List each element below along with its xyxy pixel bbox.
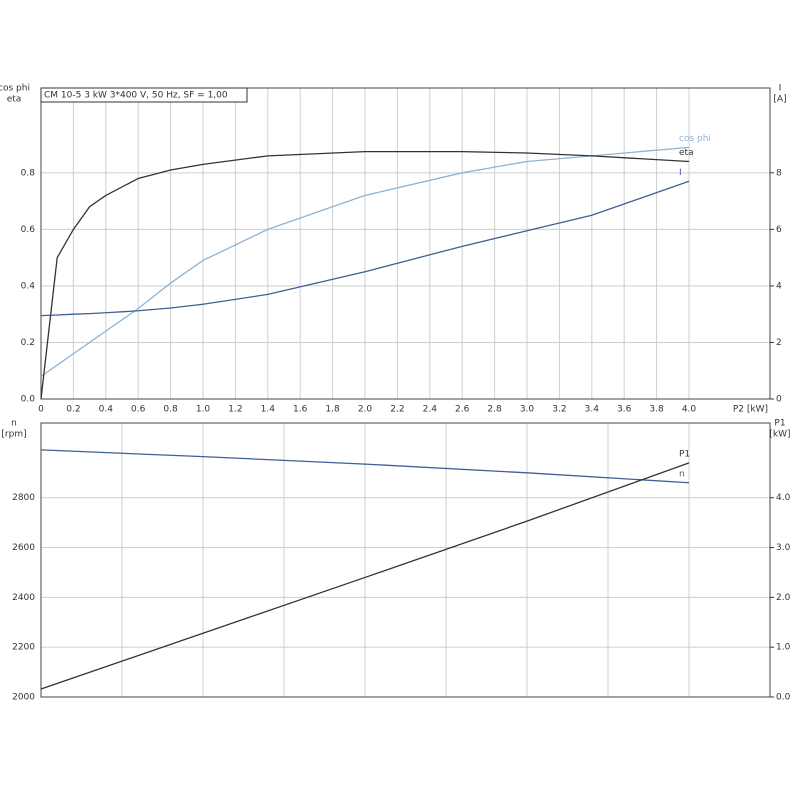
- y-tick-label: 0.8: [21, 168, 36, 178]
- chart-title: CM 10-5 3 kW 3*400 V, 50 Hz, SF = 1,00: [44, 91, 228, 101]
- series-label: P1: [679, 449, 690, 459]
- x-tick-label: 0: [38, 405, 44, 415]
- y2-tick-label: 4: [776, 281, 782, 291]
- y2-tick-label: 2.0: [776, 593, 791, 603]
- y-tick-label: 0.4: [21, 281, 36, 291]
- title-box: [40, 87, 248, 103]
- x-tick-label: 2.0: [358, 405, 373, 415]
- y-tick-label: 2200: [12, 643, 35, 653]
- x-tick-label: 1.6: [293, 405, 308, 415]
- series-label: eta: [679, 148, 694, 158]
- x-tick-label: 4.0: [682, 405, 697, 415]
- y2-tick-label: 4.0: [776, 493, 791, 503]
- y-axis-label: [rpm]: [1, 430, 26, 440]
- y-tick-label: 0.2: [21, 338, 35, 348]
- x-tick-label: 0.8: [163, 405, 178, 415]
- y-axis-label: cos phi: [0, 84, 30, 94]
- x-tick-label: 0.6: [131, 405, 146, 415]
- y2-tick-label: 3.0: [776, 543, 791, 553]
- x-tick-label: 0.4: [99, 405, 114, 415]
- x-tick-label: 3.4: [585, 405, 600, 415]
- series-line: [40, 146, 690, 377]
- y2-tick-label: 0: [776, 395, 782, 405]
- series-line: [40, 150, 690, 400]
- y2-axis-label: P1: [774, 419, 785, 429]
- y2-tick-label: 8: [776, 168, 782, 178]
- y2-axis-label: [A]: [773, 95, 786, 105]
- series-line: [40, 449, 690, 484]
- y2-tick-label: 6: [776, 225, 782, 235]
- x-tick-label: 1.8: [325, 405, 340, 415]
- y2-axis-label: [kW]: [769, 430, 790, 440]
- x-tick-label: 3.6: [617, 405, 632, 415]
- x-tick-label: 1.0: [196, 405, 211, 415]
- y2-tick-label: 0.0: [776, 693, 791, 703]
- x-tick-label: 2.2: [390, 405, 404, 415]
- y-tick-label: 0.0: [21, 395, 36, 405]
- y2-tick-label: 1.0: [776, 643, 791, 653]
- series-label: n: [679, 469, 685, 479]
- series-line: [40, 462, 690, 690]
- x-tick-label: 3.2: [552, 405, 566, 415]
- plot-frame: [40, 87, 771, 400]
- y-axis-label: n: [11, 419, 17, 429]
- x-tick-label: 1.4: [261, 405, 276, 415]
- series-line: [40, 180, 690, 317]
- y-tick-label: 2000: [12, 693, 35, 703]
- x-tick-label: 1.2: [228, 405, 242, 415]
- y-tick-label: 0.6: [21, 225, 36, 235]
- y-tick-label: 2600: [12, 543, 35, 553]
- y2-axis-label: I: [779, 84, 782, 94]
- y-axis-label: eta: [7, 95, 22, 105]
- y2-tick-label: 2: [776, 338, 782, 348]
- x-tick-label: 2.4: [423, 405, 438, 415]
- x-tick-label: 0.2: [66, 405, 80, 415]
- series-label: I: [679, 168, 682, 178]
- x-axis-label: P2 [kW]: [733, 405, 768, 415]
- x-tick-label: 3.8: [649, 405, 664, 415]
- y-tick-label: 2400: [12, 593, 35, 603]
- plot-frame: [40, 422, 771, 698]
- x-tick-label: 3.0: [520, 405, 535, 415]
- y-tick-label: 2800: [12, 493, 35, 503]
- series-label: cos phi: [679, 134, 711, 144]
- x-tick-label: 2.6: [455, 405, 470, 415]
- x-tick-label: 2.8: [487, 405, 502, 415]
